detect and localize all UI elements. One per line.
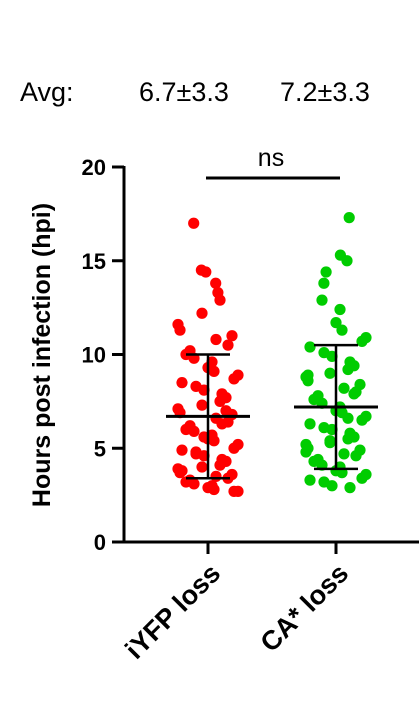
data-point bbox=[316, 294, 328, 306]
data-point bbox=[220, 405, 232, 417]
x-tick-labels: iYFP loss CA* loss bbox=[119, 558, 354, 665]
data-point bbox=[342, 363, 354, 376]
avg-value-iyfp: 6.7±3.3 bbox=[139, 77, 229, 107]
avg-label: Avg: bbox=[20, 77, 74, 107]
data-point bbox=[196, 461, 208, 473]
data-point bbox=[176, 444, 188, 456]
data-point bbox=[341, 255, 353, 267]
x-tick-label: CA* loss bbox=[255, 558, 355, 658]
data-point bbox=[196, 307, 208, 319]
data-point bbox=[304, 474, 316, 486]
significance-label: ns bbox=[258, 144, 284, 172]
y-tick-label: 20 bbox=[82, 155, 106, 180]
data-point bbox=[228, 373, 240, 385]
data-point bbox=[348, 388, 360, 400]
data-point bbox=[304, 341, 316, 353]
data-point bbox=[300, 446, 312, 458]
data-point bbox=[176, 465, 188, 477]
y-tick-label: 15 bbox=[82, 249, 106, 274]
x-tick-label: iYFP loss bbox=[119, 558, 226, 665]
data-point bbox=[304, 418, 316, 430]
data-point bbox=[210, 277, 222, 289]
data-point bbox=[208, 365, 220, 377]
data-point bbox=[356, 472, 368, 484]
data-point bbox=[302, 369, 314, 381]
data-point bbox=[324, 435, 336, 447]
data-point bbox=[342, 412, 354, 424]
avg-value-ca: 7.2±3.3 bbox=[280, 77, 370, 107]
data-points bbox=[172, 212, 372, 497]
data-point bbox=[214, 395, 226, 407]
data-point bbox=[214, 459, 226, 471]
data-point bbox=[320, 266, 332, 278]
data-point bbox=[188, 478, 200, 490]
data-point bbox=[343, 212, 355, 224]
y-tick-label: 5 bbox=[94, 436, 106, 461]
data-point bbox=[356, 414, 368, 426]
y-axis-label: Hours post infection (hpi) bbox=[28, 203, 56, 507]
data-point bbox=[174, 324, 186, 336]
data-point bbox=[216, 418, 228, 430]
data-point bbox=[200, 266, 212, 278]
data-point bbox=[226, 330, 238, 342]
data-point bbox=[196, 399, 208, 411]
data-point bbox=[228, 485, 240, 497]
y-tick-label: 0 bbox=[94, 530, 106, 555]
data-point bbox=[334, 303, 346, 316]
y-tick-label: 10 bbox=[82, 343, 106, 368]
data-point bbox=[326, 480, 338, 492]
data-point bbox=[190, 446, 202, 458]
error-bars bbox=[166, 343, 378, 480]
data-point bbox=[338, 382, 350, 394]
data-point bbox=[336, 324, 348, 336]
data-point bbox=[210, 333, 222, 346]
data-point bbox=[214, 294, 226, 306]
y-ticks: 0 5 10 15 20 bbox=[82, 155, 338, 555]
data-point bbox=[344, 482, 356, 494]
data-point bbox=[350, 450, 362, 462]
data-point bbox=[228, 442, 240, 454]
data-point bbox=[330, 317, 342, 329]
data-point bbox=[208, 483, 220, 496]
data-point bbox=[188, 425, 200, 437]
data-point bbox=[208, 435, 220, 447]
data-point bbox=[342, 433, 354, 445]
data-point bbox=[176, 377, 188, 389]
data-point bbox=[318, 277, 330, 289]
data-point bbox=[338, 448, 350, 460]
data-point bbox=[356, 335, 368, 347]
data-point bbox=[188, 217, 200, 229]
data-point bbox=[324, 367, 336, 379]
axes bbox=[122, 166, 419, 544]
data-point bbox=[222, 339, 234, 351]
